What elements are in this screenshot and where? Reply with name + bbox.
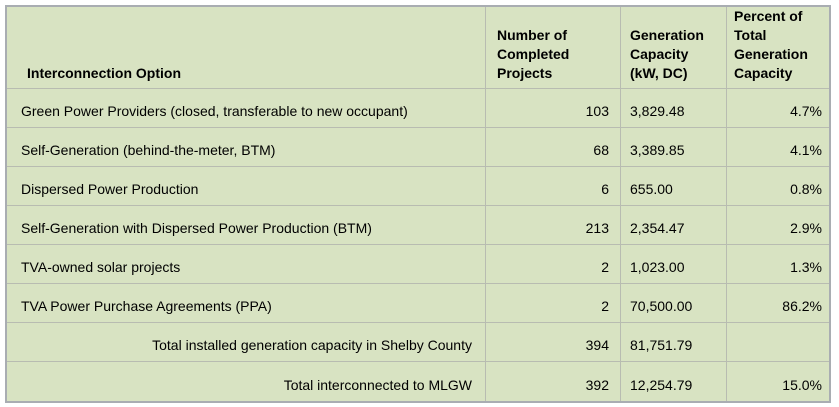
column-header-percent-of-total: Percent of Total Generation Capacity [727, 7, 829, 89]
cell-capacity: 3,829.48 [621, 89, 727, 128]
column-header-interconnection-option: Interconnection Option [7, 7, 486, 89]
cell-capacity: 81,751.79 [621, 323, 727, 362]
cell-option: Dispersed Power Production [7, 167, 486, 206]
cell-capacity: 655.00 [621, 167, 727, 206]
cell-projects: 6 [486, 167, 621, 206]
cell-option: TVA Power Purchase Agreements (PPA) [7, 284, 486, 323]
cell-percent [727, 323, 829, 362]
cell-option: Self-Generation with Dispersed Power Pro… [7, 206, 486, 245]
cell-percent: 86.2% [727, 284, 829, 323]
column-header-generation-capacity: Generation Capacity (kW, DC) [621, 7, 727, 89]
cell-percent: 4.7% [727, 89, 829, 128]
cell-percent: 15.0% [727, 362, 829, 401]
table-grid: Interconnection Option Number of Complet… [7, 7, 829, 401]
cell-capacity: 1,023.00 [621, 245, 727, 284]
cell-percent: 4.1% [727, 128, 829, 167]
cell-option-total-installed: Total installed generation capacity in S… [7, 323, 486, 362]
cell-projects: 2 [486, 284, 621, 323]
cell-option: TVA-owned solar projects [7, 245, 486, 284]
cell-option: Green Power Providers (closed, transfera… [7, 89, 486, 128]
cell-projects: 392 [486, 362, 621, 401]
column-header-number-of-completed-projects: Number of Completed Projects [486, 7, 621, 89]
cell-percent: 1.3% [727, 245, 829, 284]
cell-capacity: 2,354.47 [621, 206, 727, 245]
cell-projects: 213 [486, 206, 621, 245]
interconnection-table: Interconnection Option Number of Complet… [5, 5, 831, 403]
cell-projects: 394 [486, 323, 621, 362]
cell-projects: 103 [486, 89, 621, 128]
cell-percent: 0.8% [727, 167, 829, 206]
cell-capacity: 12,254.79 [621, 362, 727, 401]
cell-capacity: 3,389.85 [621, 128, 727, 167]
cell-option: Self-Generation (behind-the-meter, BTM) [7, 128, 486, 167]
cell-projects: 2 [486, 245, 621, 284]
cell-projects: 68 [486, 128, 621, 167]
cell-percent: 2.9% [727, 206, 829, 245]
cell-capacity: 70,500.00 [621, 284, 727, 323]
cell-option-total-interconnected: Total interconnected to MLGW [7, 362, 486, 401]
